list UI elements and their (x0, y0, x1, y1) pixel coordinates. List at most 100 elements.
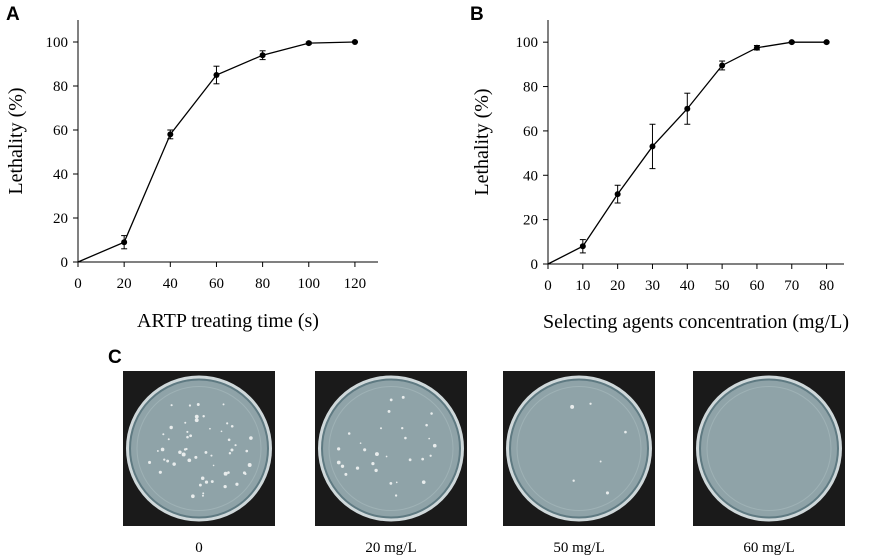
y-axis-title: Lethality (%) (471, 88, 493, 195)
x-axis-title: ARTP treating time (s) (137, 310, 319, 332)
x-tick-label: 70 (784, 278, 799, 294)
colony (187, 458, 192, 463)
x-tick-label: 80 (255, 276, 270, 292)
colony (244, 472, 247, 475)
colony (394, 494, 398, 497)
colony (204, 450, 208, 454)
colony (163, 458, 166, 461)
colony (374, 468, 378, 473)
x-tick-label: 50 (715, 278, 730, 294)
petri-dish-agar (129, 378, 269, 519)
x-tick-label: 10 (575, 278, 590, 294)
y-tick-label: 60 (53, 123, 68, 139)
colony (189, 434, 193, 438)
colony (223, 471, 228, 476)
x-tick-label: 30 (645, 278, 660, 294)
colony (428, 437, 431, 440)
y-tick-label: 40 (523, 168, 538, 184)
y-tick-label: 100 (46, 35, 69, 51)
x-tick-label: 0 (74, 276, 82, 292)
x-tick-label: 20 (610, 278, 625, 294)
colony (169, 425, 173, 430)
colony (167, 438, 170, 441)
colony (589, 402, 592, 405)
colony (210, 480, 214, 484)
y-axis-title: Lethality (%) (5, 87, 27, 194)
y-tick-label: 20 (523, 213, 538, 229)
colony (183, 448, 187, 451)
data-point (684, 105, 691, 112)
colony (191, 494, 195, 499)
colony (223, 485, 227, 489)
data-point (753, 44, 760, 51)
colony (160, 447, 165, 452)
x-tick-label: 100 (298, 276, 321, 292)
panel-label-a: A (6, 4, 20, 25)
y-tick-label: 80 (523, 80, 538, 96)
colony (363, 448, 367, 452)
colony (359, 442, 362, 444)
colony (227, 471, 230, 474)
data-point (649, 143, 656, 150)
x-tick-label: 40 (680, 278, 695, 294)
colony (430, 412, 433, 415)
colony (178, 450, 182, 455)
data-point (259, 52, 266, 59)
colony (389, 398, 393, 402)
colony (374, 452, 379, 457)
colony (245, 449, 249, 453)
colony (355, 466, 360, 470)
petri-dish-inner-ring (516, 386, 642, 511)
colony (395, 481, 398, 484)
colony (605, 491, 610, 495)
plate-label: 50 mg/L (553, 540, 604, 556)
colony (344, 472, 348, 476)
colony (340, 464, 345, 468)
data-point (167, 131, 174, 138)
colony (210, 454, 213, 457)
colony (337, 447, 341, 451)
x-axis-title: Selecting agents concentration (mg/L) (543, 311, 849, 333)
colony (148, 460, 152, 464)
colony (201, 494, 204, 497)
colony (249, 436, 253, 440)
y-tick-label: 80 (53, 79, 68, 95)
x-tick-label: 60 (749, 278, 764, 294)
colony (401, 395, 405, 399)
colony (204, 480, 209, 484)
colony (222, 403, 225, 406)
colony (202, 414, 205, 418)
data-point (788, 39, 795, 46)
colony (198, 483, 202, 487)
x-tick-label: 0 (544, 278, 552, 294)
petri-dish-agar (699, 378, 839, 519)
colony (158, 470, 162, 474)
data-point (351, 39, 358, 45)
colony (194, 414, 199, 419)
colony (202, 492, 205, 495)
x-tick-label: 40 (163, 276, 178, 292)
petri-dish-inner-ring (328, 386, 454, 511)
colony (624, 430, 627, 434)
colony (401, 426, 404, 430)
colony (227, 438, 231, 442)
colony (228, 451, 232, 455)
y-tick-label: 20 (53, 211, 68, 227)
colony (184, 421, 187, 424)
chart-lethality-vs-time: 0 20 40 60 80 100 0 20 40 60 80 100 120 ARTP treating… (5, 20, 378, 332)
x-tick-label: 60 (209, 276, 224, 292)
colony (234, 444, 237, 447)
data-point (305, 40, 312, 47)
data-point (121, 239, 128, 246)
colony (235, 482, 239, 486)
data-point (719, 62, 726, 69)
x-tick-label: 20 (117, 276, 132, 292)
data-point (579, 243, 586, 250)
colony (429, 454, 432, 457)
plate-label: 0 (195, 540, 203, 556)
petri-dish-row: 0 20 mg/L 50 mg/L 60 mg/L (123, 371, 845, 556)
plate-label: 20 mg/L (365, 540, 416, 556)
colony (212, 464, 215, 467)
colony (172, 462, 176, 466)
colony (166, 459, 170, 463)
